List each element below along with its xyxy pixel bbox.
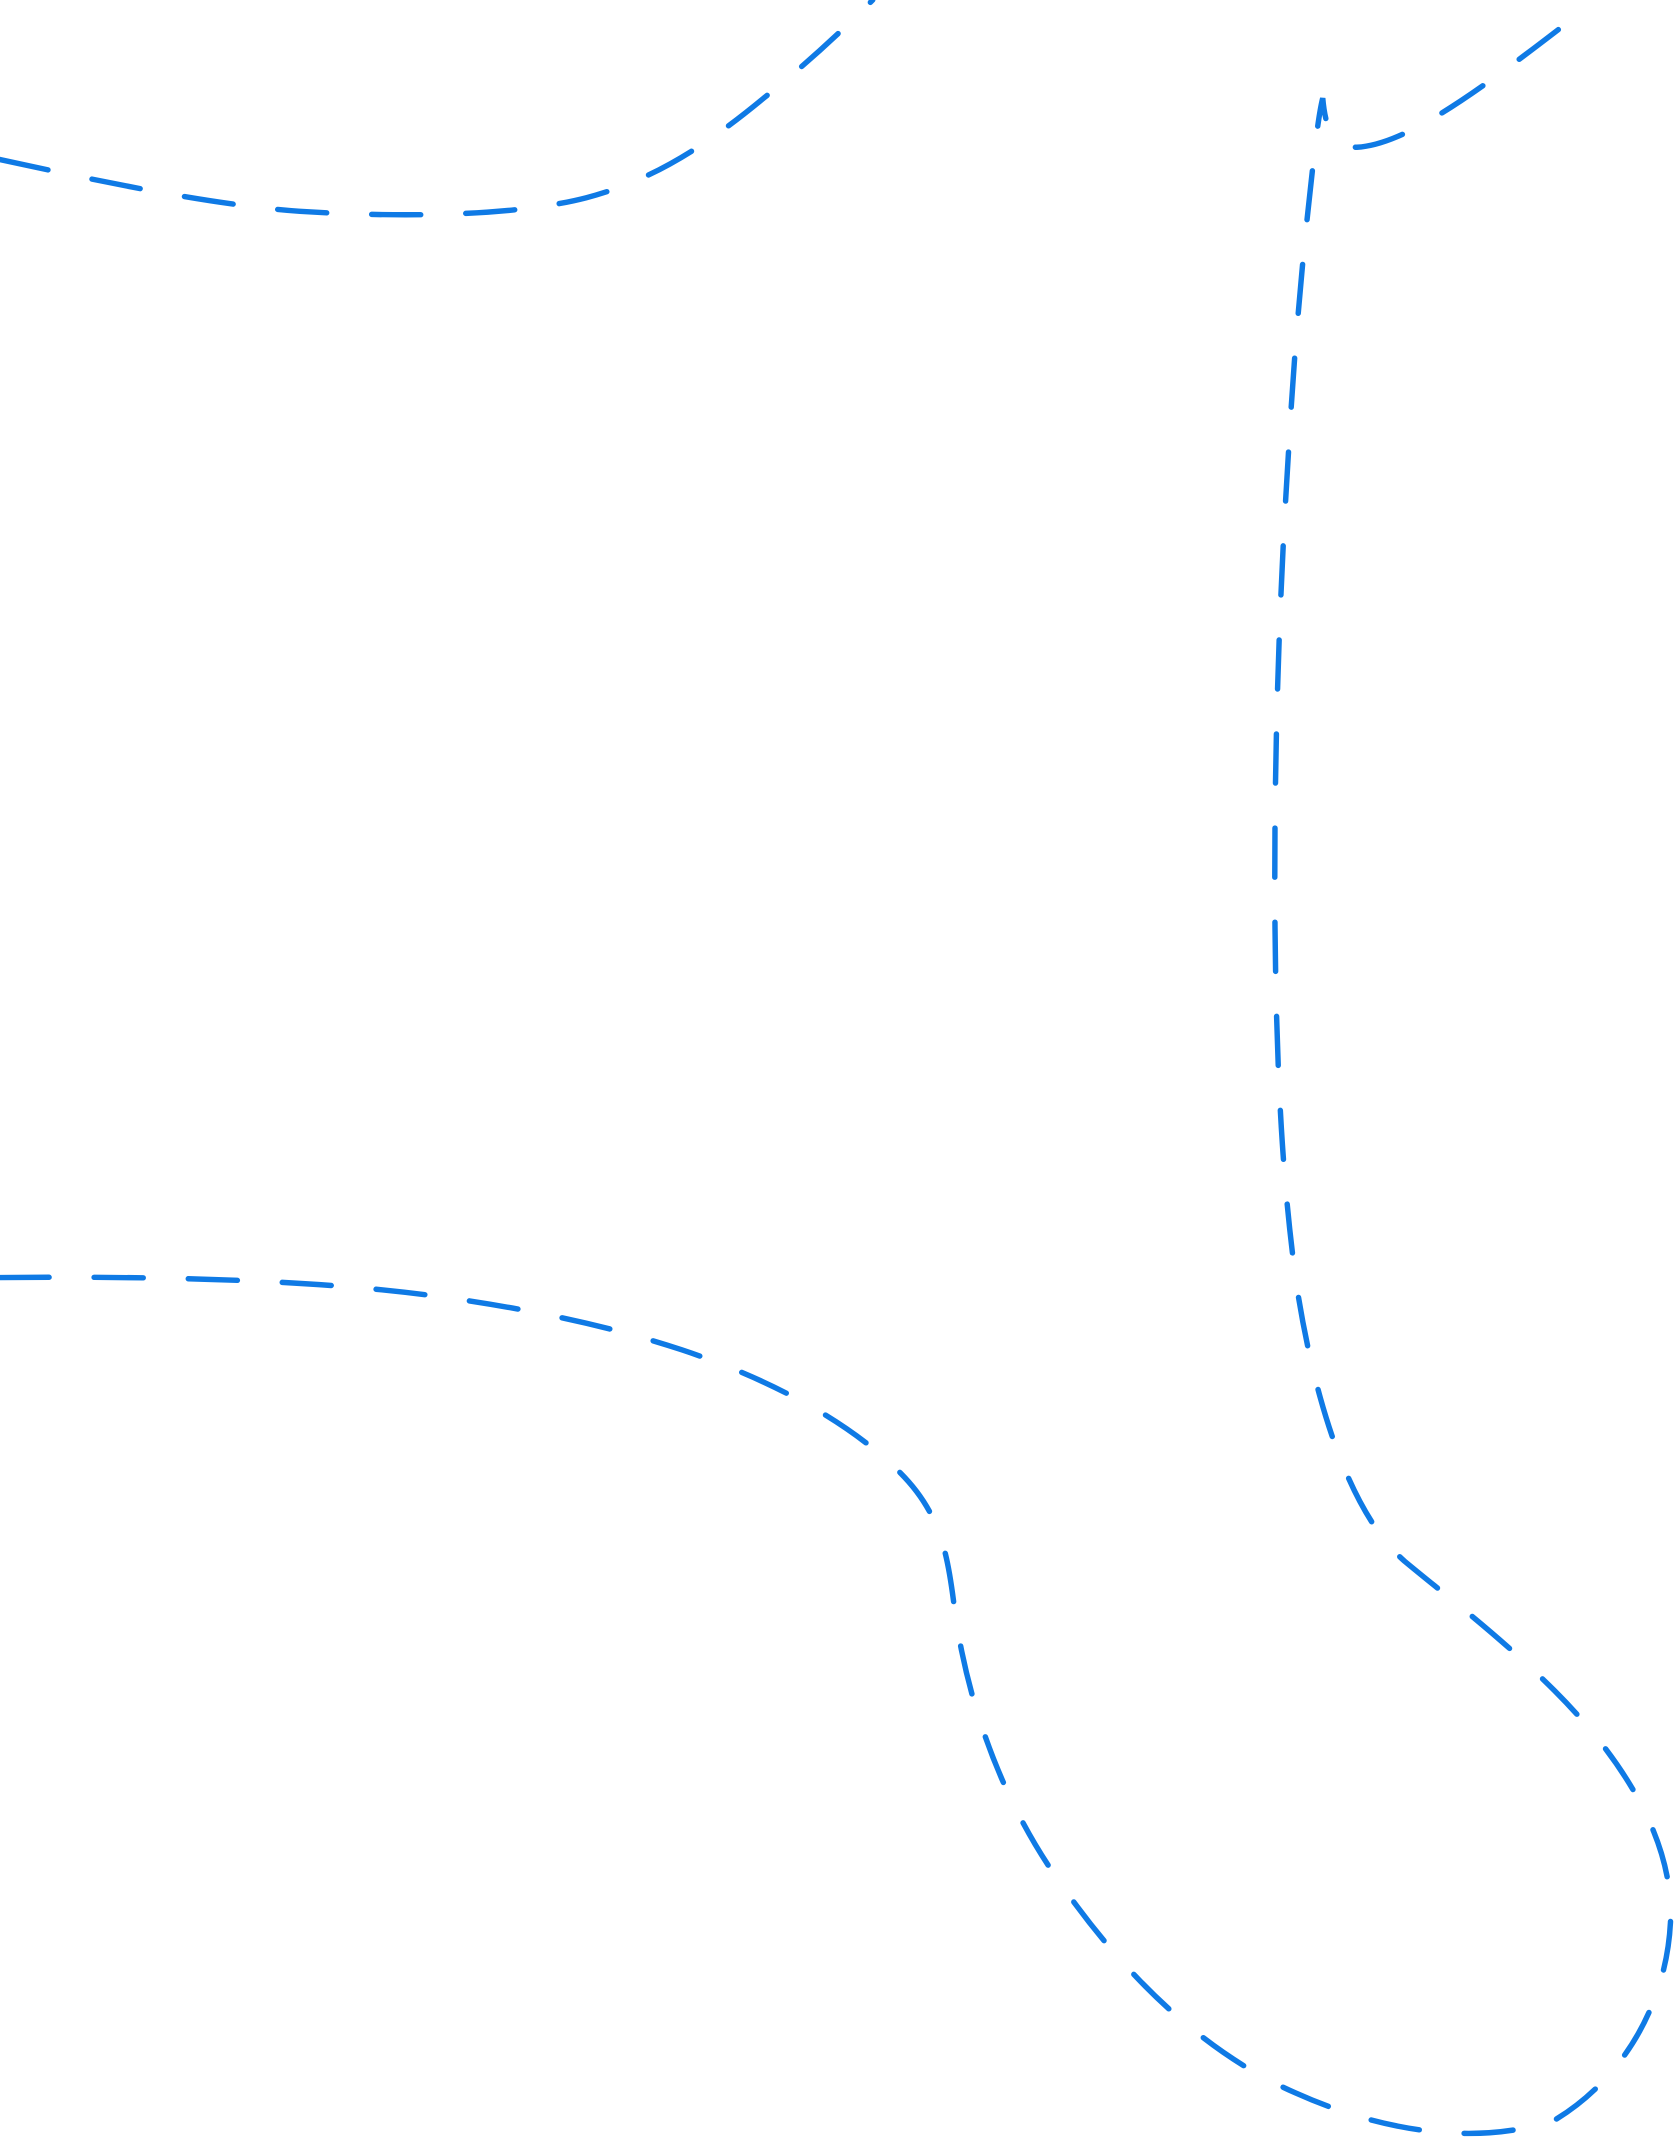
dashed-curve-top	[0, 0, 876, 218]
dashed-curve-loop	[0, 24, 1674, 2137]
